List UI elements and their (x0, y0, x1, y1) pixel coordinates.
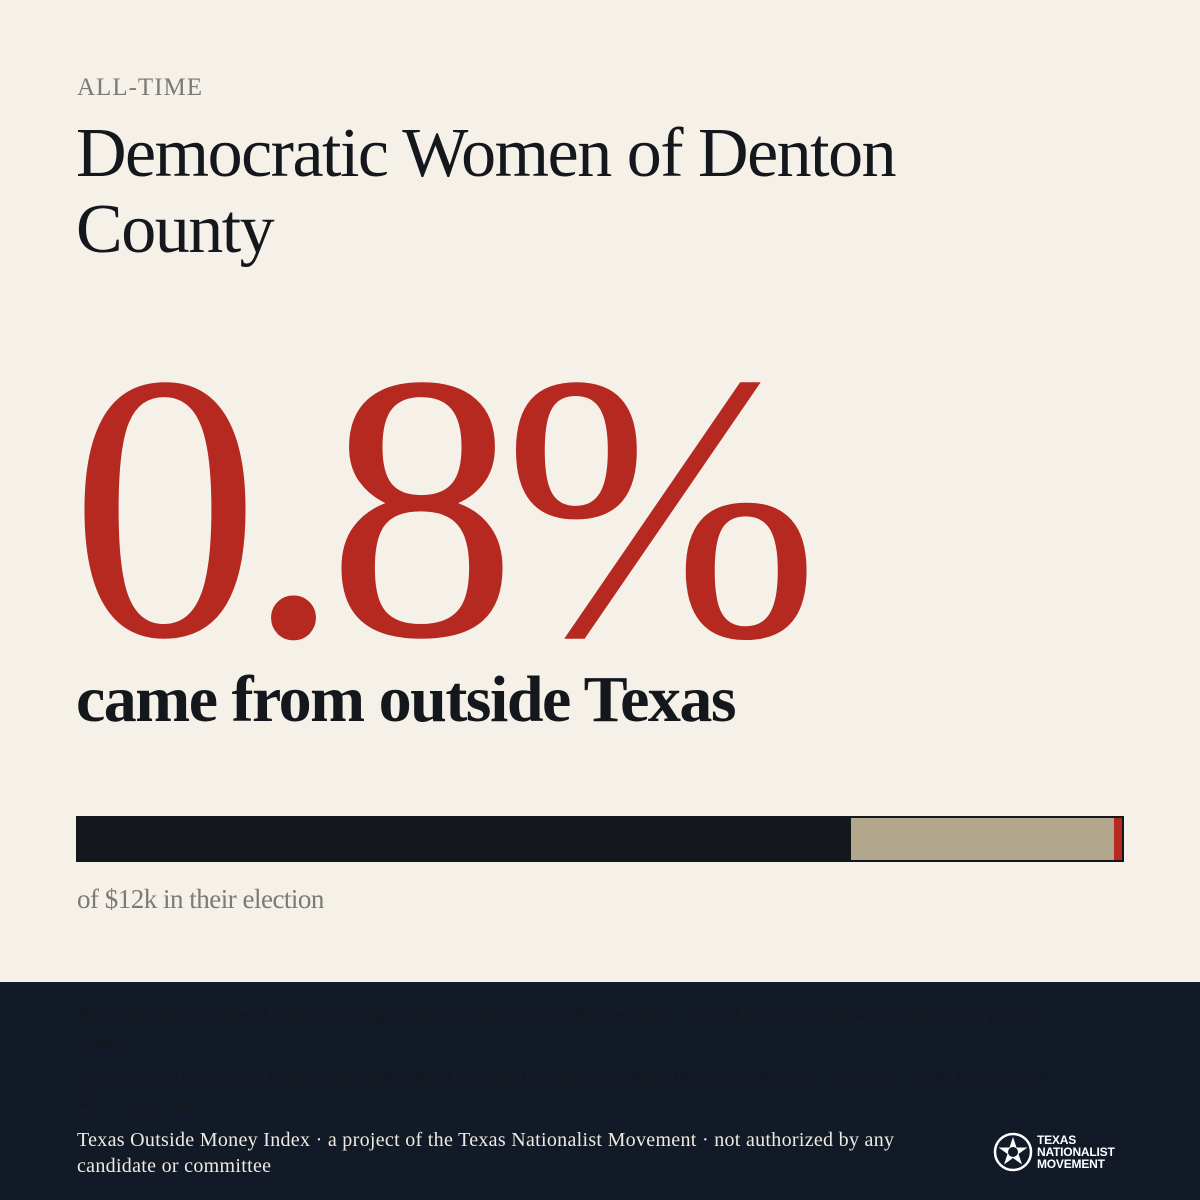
bar-segment-inside (78, 818, 851, 860)
tnm-logo: TEXAS NATIONALIST MOVEMENT (993, 1131, 1123, 1173)
logo-line-1: TEXAS (1037, 1133, 1077, 1147)
logo-line-2: NATIONALIST (1037, 1145, 1115, 1159)
share-bar (76, 816, 1124, 862)
bar-caption: of $12k in their election (77, 884, 324, 914)
logo-line-3: MOVEMENT (1037, 1157, 1105, 1171)
card-body: ALL-TIME Democratic Women of Denton Coun… (70, 74, 1124, 914)
star-seal-icon (993, 1132, 1033, 1172)
eyebrow-label: ALL-TIME (77, 74, 204, 101)
headline-percentage: 0.8% (70, 297, 820, 718)
bar-segment-outside-other (850, 818, 1114, 860)
footer-disclaimer: Reported-address share of public campaig… (77, 1005, 1048, 1052)
page-title: Democratic Women of Denton County (76, 115, 897, 268)
logo-wordmark: TEXAS NATIONALIST MOVEMENT (1037, 1134, 1115, 1170)
footer-credit: Texas Outside Money Index · a project of… (77, 1129, 895, 1177)
headline-label: came from outside Texas (76, 663, 737, 736)
footer-source: From public Texas Ethics Commission and … (77, 1067, 1049, 1114)
bar-segment-outside-texas (1113, 818, 1122, 860)
